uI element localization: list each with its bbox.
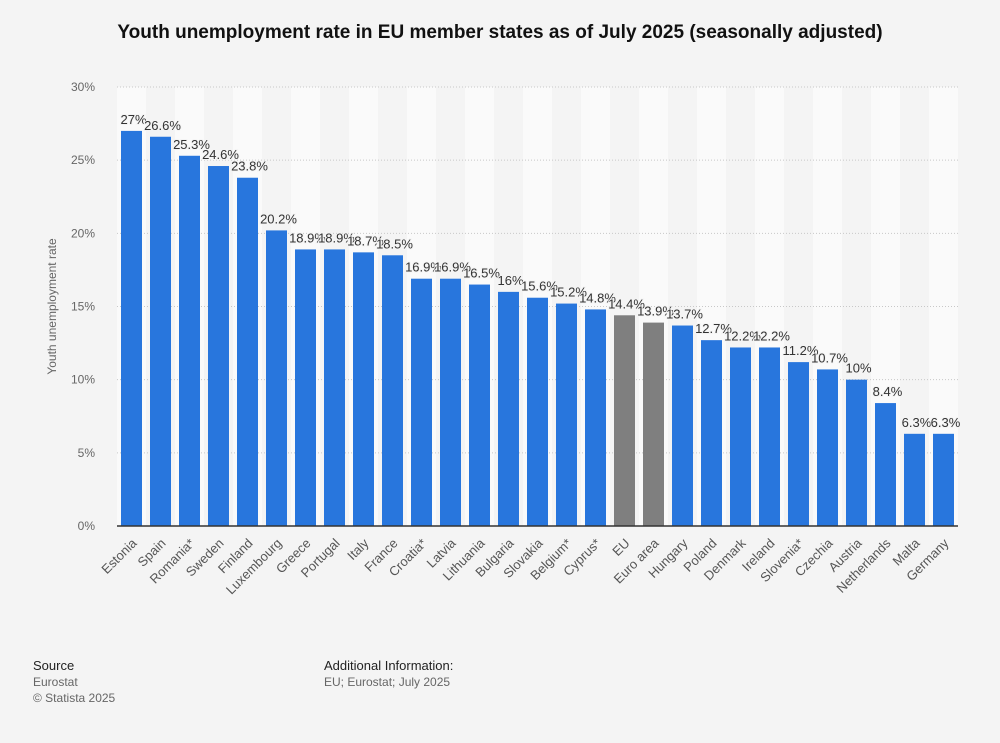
bar xyxy=(933,433,954,526)
bar xyxy=(875,403,896,526)
bar xyxy=(701,340,722,526)
y-tick-label: 20% xyxy=(71,226,95,240)
bar xyxy=(150,136,171,526)
data-label: 18.9% xyxy=(289,230,326,245)
bar xyxy=(411,278,432,526)
x-tick-label: Estonia xyxy=(98,535,140,577)
y-tick-label: 0% xyxy=(78,519,96,533)
data-label: 25.3% xyxy=(173,137,210,152)
bar xyxy=(353,252,374,526)
data-label: 10% xyxy=(845,361,871,376)
bar xyxy=(440,278,461,526)
data-label: 23.8% xyxy=(231,159,268,174)
bar xyxy=(759,347,780,526)
data-label: 6.3% xyxy=(931,415,961,430)
bar xyxy=(643,322,664,526)
data-label: 12.2% xyxy=(724,328,761,343)
data-label: 12.7% xyxy=(695,321,732,336)
data-label: 14.4% xyxy=(608,296,645,311)
data-label: 18.7% xyxy=(347,233,384,248)
bar xyxy=(498,291,519,526)
source-block: Source Eurostat © Statista 2025 xyxy=(33,658,115,706)
data-label: 27% xyxy=(120,112,146,127)
data-label: 18.9% xyxy=(318,230,355,245)
bar xyxy=(614,315,635,526)
data-label: 6.3% xyxy=(902,415,932,430)
data-label: 15.6% xyxy=(521,279,558,294)
bar xyxy=(208,166,229,526)
y-tick-label: 10% xyxy=(71,373,95,387)
copyright-line: © Statista 2025 xyxy=(33,691,116,705)
bar xyxy=(382,255,403,527)
data-label: 20.2% xyxy=(260,211,297,226)
bar xyxy=(266,230,287,526)
bar xyxy=(817,369,838,526)
bar-chart: 0% 5% 10% 15% 20% 25% 30% Youth unemployment ra… xyxy=(45,80,962,597)
additional-info-heading: Additional Information: xyxy=(324,658,454,673)
chart-title: Youth unemployment rate in EU member sta… xyxy=(117,22,883,43)
data-label: 16.9% xyxy=(434,260,471,275)
data-label: 8.4% xyxy=(873,384,903,399)
source-heading: Source xyxy=(33,658,75,673)
bar xyxy=(846,379,867,526)
data-label: 12.2% xyxy=(753,328,790,343)
bar xyxy=(672,325,693,526)
data-label: 15.2% xyxy=(550,285,587,300)
y-tick-label: 25% xyxy=(71,153,95,167)
bar xyxy=(469,284,490,526)
data-label: 14.8% xyxy=(579,290,616,305)
bar xyxy=(556,303,577,526)
data-label: 16.9% xyxy=(405,260,442,275)
bar xyxy=(121,130,142,526)
y-tick-label: 5% xyxy=(78,446,96,460)
data-label: 13.9% xyxy=(637,304,674,319)
additional-info-text: EU; Eurostat; July 2025 xyxy=(324,675,451,689)
y-tick-label: 30% xyxy=(71,80,95,94)
data-label: 26.6% xyxy=(144,118,181,133)
bar xyxy=(179,155,200,526)
data-label: 24.6% xyxy=(202,147,239,162)
x-tick-label: EU xyxy=(609,536,632,559)
data-label: 11.2% xyxy=(783,343,819,358)
data-label: 16% xyxy=(497,273,523,288)
source-line: Eurostat xyxy=(33,675,78,689)
y-axis-label: Youth unemployment rate xyxy=(45,238,59,375)
bar xyxy=(237,177,258,526)
data-label: 13.7% xyxy=(666,307,703,322)
y-tick-label: 15% xyxy=(71,300,95,314)
bar xyxy=(324,249,345,526)
bar xyxy=(295,249,316,526)
data-label: 18.5% xyxy=(376,236,413,251)
bar xyxy=(730,347,751,526)
additional-info-block: Additional Information: EU; Eurostat; Ju… xyxy=(324,658,453,690)
bar xyxy=(585,309,606,526)
bar xyxy=(527,297,548,526)
data-label: 16.5% xyxy=(463,266,500,281)
bar xyxy=(904,433,925,526)
bar xyxy=(788,362,809,526)
data-label: 10.7% xyxy=(811,350,848,365)
